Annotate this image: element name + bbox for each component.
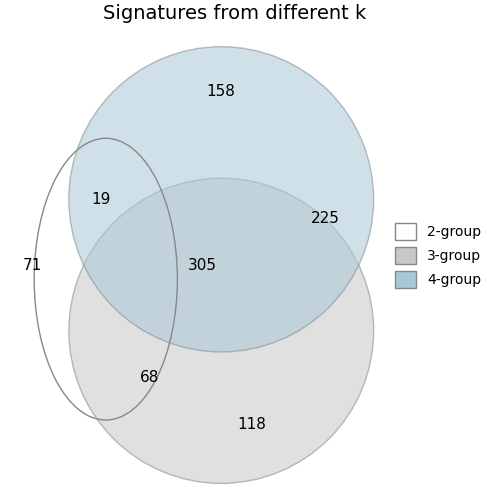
Text: 158: 158 [207,84,236,99]
Ellipse shape [69,47,373,352]
Ellipse shape [69,178,373,483]
Text: 118: 118 [237,417,266,432]
Legend: 2-group, 3-group, 4-group: 2-group, 3-group, 4-group [390,218,487,294]
Text: 71: 71 [22,258,41,273]
Title: Signatures from different k: Signatures from different k [103,4,367,23]
Text: 68: 68 [140,370,159,385]
Text: 305: 305 [188,258,217,273]
Text: 19: 19 [91,192,111,207]
Text: 225: 225 [310,211,340,226]
